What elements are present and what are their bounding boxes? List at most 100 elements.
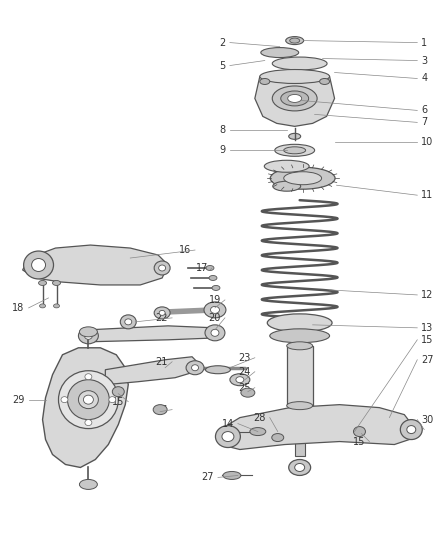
Ellipse shape	[215, 425, 240, 448]
Text: 20: 20	[208, 313, 221, 323]
Text: 29: 29	[12, 394, 25, 405]
Ellipse shape	[270, 329, 329, 343]
Ellipse shape	[39, 280, 46, 286]
Ellipse shape	[223, 472, 241, 480]
Ellipse shape	[273, 181, 300, 191]
Text: 2: 2	[220, 38, 226, 47]
Ellipse shape	[211, 329, 219, 336]
Text: 16: 16	[179, 245, 191, 255]
Ellipse shape	[154, 261, 170, 275]
Text: 25: 25	[238, 383, 251, 393]
Ellipse shape	[61, 397, 68, 402]
Ellipse shape	[209, 276, 217, 280]
Ellipse shape	[284, 147, 306, 154]
Ellipse shape	[290, 38, 300, 43]
Text: 24: 24	[238, 367, 251, 377]
Ellipse shape	[109, 397, 116, 402]
Text: 15: 15	[353, 437, 365, 447]
Ellipse shape	[67, 379, 110, 419]
Ellipse shape	[204, 302, 226, 318]
Ellipse shape	[270, 167, 335, 189]
Ellipse shape	[320, 78, 329, 84]
Text: 8: 8	[220, 125, 226, 135]
Ellipse shape	[289, 459, 311, 475]
Ellipse shape	[261, 47, 299, 58]
Polygon shape	[42, 348, 128, 467]
Ellipse shape	[407, 425, 416, 433]
Text: 12: 12	[421, 290, 434, 300]
Polygon shape	[105, 357, 198, 385]
Text: 10: 10	[421, 138, 434, 147]
Ellipse shape	[236, 377, 244, 383]
Ellipse shape	[186, 361, 204, 375]
Ellipse shape	[286, 37, 304, 45]
Ellipse shape	[295, 464, 305, 472]
Ellipse shape	[250, 427, 266, 435]
Ellipse shape	[112, 386, 124, 397]
Ellipse shape	[281, 91, 309, 106]
Ellipse shape	[205, 325, 225, 341]
Ellipse shape	[260, 69, 329, 84]
Text: 11: 11	[421, 190, 434, 200]
Ellipse shape	[267, 314, 332, 332]
Ellipse shape	[32, 259, 46, 271]
Text: 15: 15	[112, 397, 124, 407]
Text: 17: 17	[196, 263, 208, 273]
Text: 22: 22	[155, 313, 168, 323]
Ellipse shape	[83, 395, 93, 404]
Text: 1: 1	[421, 38, 427, 47]
Text: 9: 9	[220, 146, 226, 155]
Text: 7: 7	[421, 117, 427, 127]
Ellipse shape	[284, 172, 321, 185]
Ellipse shape	[212, 286, 220, 290]
Polygon shape	[220, 405, 414, 449]
Ellipse shape	[153, 405, 167, 415]
Text: 4: 4	[421, 74, 427, 84]
Polygon shape	[255, 77, 335, 126]
Text: 26: 26	[156, 405, 168, 415]
Text: 27: 27	[201, 472, 214, 482]
Ellipse shape	[59, 371, 118, 429]
Text: 23: 23	[238, 353, 251, 363]
Ellipse shape	[85, 333, 92, 340]
Ellipse shape	[272, 86, 317, 111]
Ellipse shape	[275, 144, 314, 156]
Text: 5: 5	[220, 61, 226, 70]
Ellipse shape	[125, 319, 132, 325]
Polygon shape	[295, 406, 305, 456]
Ellipse shape	[287, 402, 313, 410]
Text: 19: 19	[208, 295, 221, 305]
Ellipse shape	[79, 480, 97, 489]
Ellipse shape	[241, 388, 255, 397]
Ellipse shape	[222, 432, 234, 441]
Ellipse shape	[79, 327, 97, 337]
Ellipse shape	[264, 160, 309, 172]
Ellipse shape	[288, 94, 302, 102]
Ellipse shape	[120, 315, 136, 329]
Polygon shape	[88, 326, 218, 342]
Text: 13: 13	[421, 323, 434, 333]
Text: 15: 15	[421, 335, 434, 345]
Text: 6: 6	[421, 106, 427, 116]
Ellipse shape	[260, 78, 270, 84]
Polygon shape	[23, 245, 168, 285]
Ellipse shape	[272, 57, 327, 70]
Ellipse shape	[400, 419, 422, 440]
Text: 14: 14	[222, 418, 234, 429]
Ellipse shape	[24, 251, 53, 279]
Ellipse shape	[85, 374, 92, 379]
Ellipse shape	[211, 306, 219, 313]
Ellipse shape	[272, 433, 284, 441]
Ellipse shape	[191, 365, 198, 371]
Ellipse shape	[78, 391, 99, 409]
Text: 21: 21	[156, 357, 168, 367]
Text: 30: 30	[421, 415, 434, 425]
Polygon shape	[287, 346, 313, 406]
Ellipse shape	[154, 307, 170, 319]
Text: 18: 18	[12, 303, 25, 313]
Ellipse shape	[289, 133, 300, 139]
Ellipse shape	[353, 426, 365, 437]
Text: 27: 27	[421, 355, 434, 365]
Text: 3: 3	[421, 55, 427, 66]
Text: 28: 28	[254, 413, 266, 423]
